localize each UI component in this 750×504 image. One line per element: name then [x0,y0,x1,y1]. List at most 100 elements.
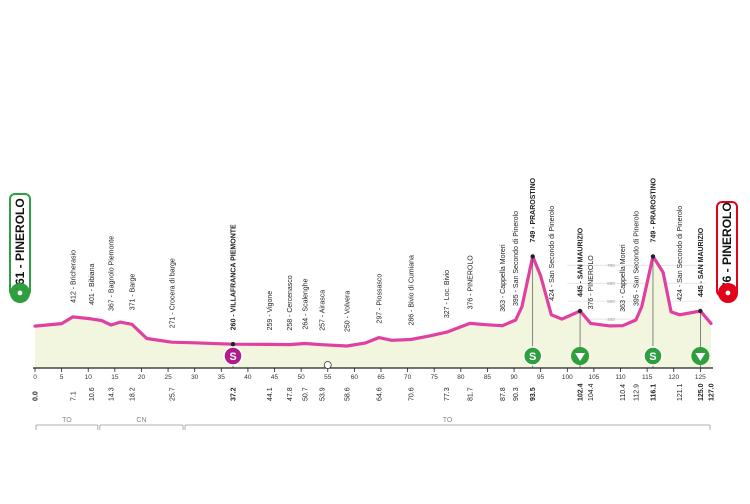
km-label: 87.8 [500,387,507,401]
km-label: 25.7 [169,387,176,401]
cyclist-icon: ● [718,283,738,303]
km-label: 37.2 [231,387,238,401]
place-label: 363 - Cappella Moreri [500,244,507,312]
x-tick-label: 80 [457,374,465,381]
start-label-box: 361 - PINEROLO [9,193,31,297]
x-tick-label: 100 [562,374,573,381]
x-tick-label: 50 [298,374,306,381]
km-label: 127.0 [709,383,716,401]
marker-symbol: S [649,351,656,363]
km-label: 50.7 [302,387,309,401]
x-tick-label: 110 [615,374,626,381]
km-label: 110.4 [620,384,627,401]
place-label: 401 - Bibiana [89,264,96,305]
x-tick-label: 25 [164,374,172,381]
place-labels: 412 - Bricherasio 401 - Bibiana 367 - Bagn… [70,177,705,332]
x-tick-label: 125 [695,374,706,381]
altitude-tick-label: 400 [607,317,615,322]
x-tick-label: 95 [537,374,545,381]
place-dot [698,308,703,314]
place-label: 376 - PINEROLO [588,255,595,310]
place-label: 412 - Bricherasio [70,250,77,303]
bonus-triangle-shape [695,353,706,361]
x-tick-label: 35 [218,374,226,381]
place-label: 297 - Piossasco [376,274,383,324]
x-tick-label: 85 [484,374,492,381]
km-label: 93.5 [530,387,537,401]
place-dot [650,254,656,259]
place-label: 749 - PRAROSTINO [650,177,657,242]
km-label: 104.4 [588,383,595,401]
x-axis: 0 5 10 15 20 25 30 35 40 45 50 55 60 65 70 75 80 85 90 95 10… [33,367,713,381]
place-label: 367 - Bagnolo Piemonte [109,236,116,311]
x-tick-label: 10 [85,374,93,381]
province-label: TO [62,417,72,424]
km-label: 53.9 [319,387,326,401]
km-label: 125.0 [698,383,705,401]
x-tick-label: 0 [33,374,37,381]
place-label: 271 - Crocera di barge [169,258,176,328]
km-label: 10.6 [89,387,96,401]
feed-zone-icon [323,361,332,369]
x-tick-label: 115 [642,374,653,381]
profile-line [33,254,713,348]
x-tick-label: 20 [138,374,146,381]
place-label: 424 - San Secondo di Pinerolo [677,206,684,301]
bonus-triangle-shape [575,353,586,361]
place-label: 363 - Cappella Moreri [620,244,627,312]
profile-fill [35,256,711,368]
km-label: 70.6 [408,387,415,401]
km-label: 44.1 [267,387,274,401]
km-label: 102.4 [578,383,585,401]
marker-symbol: S [529,351,536,363]
km-label: 77.3 [444,387,451,401]
x-tick-label: 60 [351,374,359,381]
province-bands: TO CN TO [35,417,711,430]
place-label: 445 - SAN MAURIZIO [578,227,585,297]
x-tick-label: 30 [191,374,199,381]
cyclist-icon: ● [10,283,30,303]
x-tick-label: 55 [324,374,332,381]
place-label: 395 - San Secondo di Pinerolo [513,211,520,306]
km-labels: 0.0 7.1 10.6 14.3 18.2 25.7 37.2 44.1 47.8 50.7 53… [33,383,716,401]
km-label: 7.1 [70,391,77,401]
place-label: 250 - Volvera [344,291,351,332]
place-label: 264 - Scalenghe [302,278,309,329]
kom-icon [522,346,543,366]
place-label: 445 - SAN MAURIZIO [698,227,705,297]
km-label: 18.2 [129,387,136,401]
place-label: 424 - San Secondo di Pinerolo [549,206,556,301]
start-name: PINEROLO [13,198,27,261]
province-label: CN [136,417,146,424]
x-tick-label: 90 [510,374,518,381]
place-dot [230,342,236,347]
km-label: 47.8 [287,387,294,401]
marker-symbol: S [229,351,236,363]
place-label: 395 - San Secondo di Pinerolo [633,211,640,306]
km-label: 14.3 [109,387,116,401]
place-dot [577,308,583,314]
km-label: 0.0 [33,391,40,401]
sprint-icon [223,346,243,366]
place-label: 258 - Cercenasco [287,275,294,330]
start-label: 361 - PINEROLO [13,198,27,292]
km-label: 121.1 [677,383,684,401]
x-tick-label: 15 [111,374,119,381]
place-label: 286 - Bivio di Cumiana [408,255,415,326]
place-label: 260 - VILLAFRANCA PIEMONTE [231,224,238,330]
altitude-tick-label: 600 [607,281,615,286]
km-label: 90.3 [513,387,520,401]
x-tick-label: 105 [588,374,599,381]
place-label: 749 - PRAROSTINO [530,177,537,242]
finish-name: PINEROLO [720,202,734,265]
km-label: 116.1 [650,384,657,401]
profile-area [33,254,713,368]
place-dot [530,254,535,259]
altitude-tick-label: 500 [607,299,615,304]
km-label: 64.6 [376,387,383,401]
x-tick-label: 45 [271,374,279,381]
x-tick-label: 70 [404,374,412,381]
